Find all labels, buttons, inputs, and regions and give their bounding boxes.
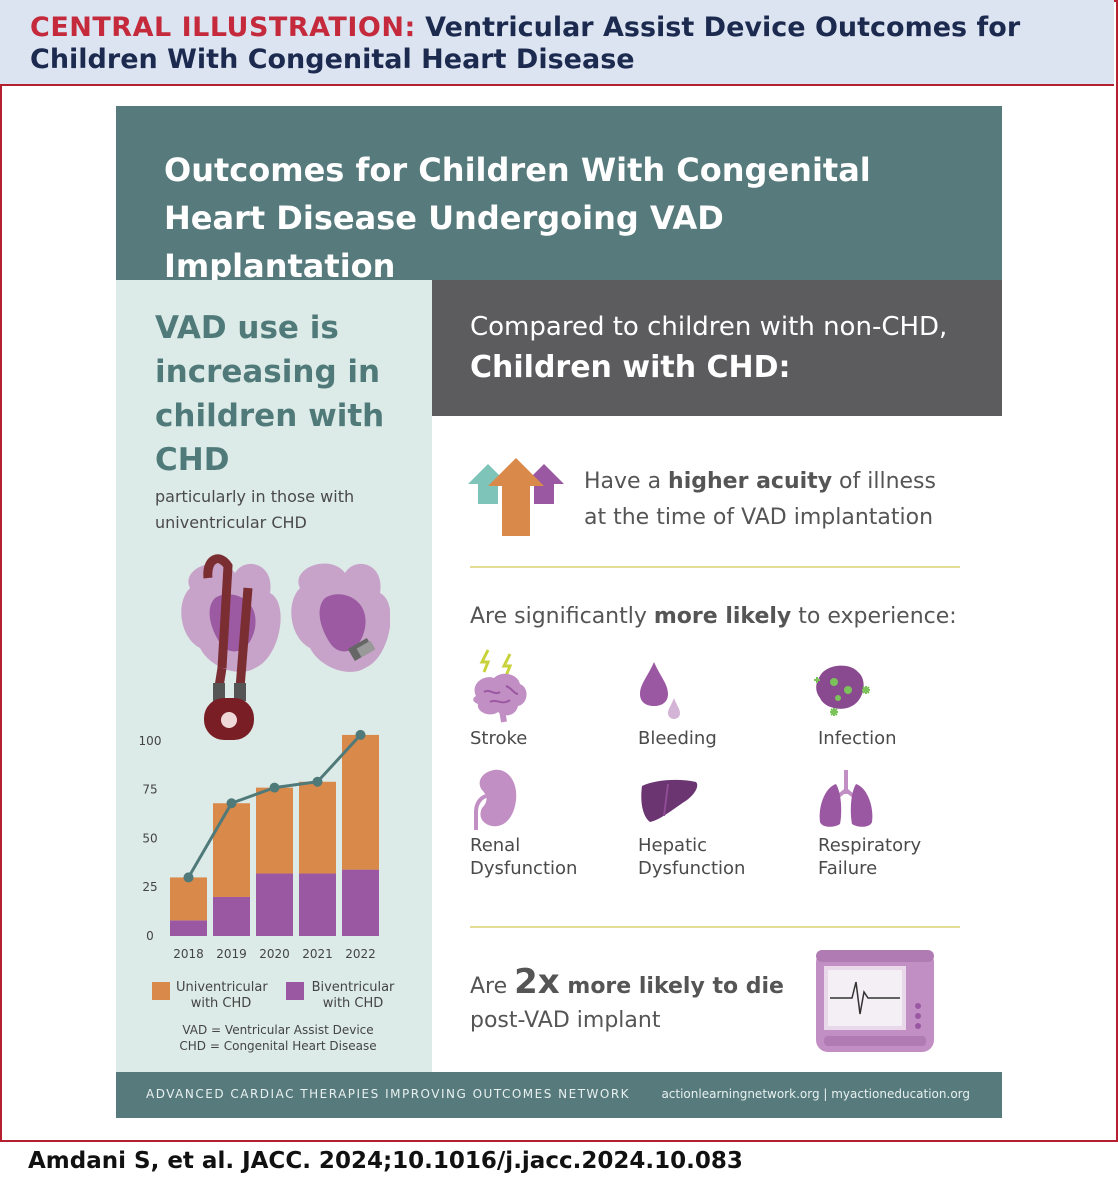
citation: Amdani S, et al. JACC. 2024;10.1016/j.ja… xyxy=(28,1148,743,1174)
bar-univentricular xyxy=(170,877,207,921)
mortality-subtext: post-VAD implant xyxy=(470,1008,661,1033)
banner-lead: CENTRAL ILLUSTRATION: xyxy=(30,12,416,43)
infographic-title: Outcomes for Children With Congenital He… xyxy=(164,151,871,285)
infographic-header: Outcomes for Children With Congenital He… xyxy=(116,106,1002,285)
total-point xyxy=(312,776,323,787)
banner-title: CENTRAL ILLUSTRATION: Ventricular Assist… xyxy=(30,12,1100,76)
acuity-text: Have a higher acuity of illness at the ti… xyxy=(584,469,936,530)
mortality-text: Are 2x more likely to die xyxy=(470,962,784,1002)
condition-renal: Renal Dysfunction xyxy=(470,835,578,879)
blood-drop-icon xyxy=(640,662,680,719)
likely-text: Are significantly more likely to experie… xyxy=(470,604,957,629)
y-tick-label: 50 xyxy=(142,831,157,845)
y-tick-label: 25 xyxy=(142,880,157,894)
bar-biventricular xyxy=(342,869,379,936)
kidney-icon xyxy=(474,769,517,830)
infection-icon xyxy=(814,665,870,716)
total-point xyxy=(269,782,280,793)
bar-biventricular xyxy=(256,873,293,936)
bar-univentricular xyxy=(256,787,293,874)
liver-icon xyxy=(641,779,698,822)
abbreviations: VAD = Ventricular Assist Device CHD = Con… xyxy=(179,1023,377,1053)
left-heading: VAD use is increasing in children with C… xyxy=(155,310,385,478)
condition-bleeding: Bleeding xyxy=(638,728,717,749)
condition-respiratory: Respiratory Failure xyxy=(818,835,922,879)
y-tick-label: 100 xyxy=(140,734,161,748)
bar-univentricular xyxy=(213,803,250,897)
total-point xyxy=(226,798,237,809)
website-links[interactable]: actionlearningnetwork.org | myactioneduc… xyxy=(661,1087,970,1101)
network-name: ADVANCED CARDIAC THERAPIES IMPROVING OUT… xyxy=(146,1087,631,1101)
y-tick-label: 75 xyxy=(142,783,157,797)
comparison-bold: Children with CHD: xyxy=(470,350,791,385)
heart-illustrations xyxy=(181,554,390,740)
divider-1 xyxy=(470,566,960,568)
x-tick-label: 2018 xyxy=(173,947,204,961)
divider-2 xyxy=(470,926,960,928)
heart-biventricular-icon xyxy=(291,563,390,672)
brain-icon xyxy=(473,649,527,723)
legend-swatch-univentricular xyxy=(152,982,170,1000)
footer-bar: ADVANCED CARDIAC THERAPIES IMPROVING OUT… xyxy=(116,1072,1002,1118)
legend-label-biventricular: Biventricular with CHD xyxy=(311,980,395,1011)
bar-biventricular xyxy=(170,920,207,936)
condition-hepatic: Hepatic Dysfunction xyxy=(638,835,746,879)
bar-univentricular xyxy=(299,781,336,874)
total-point xyxy=(355,729,366,740)
x-tick-label: 2022 xyxy=(345,947,376,961)
condition-stroke: Stroke xyxy=(470,728,528,749)
condition-infection: Infection xyxy=(818,728,897,749)
monitor-icon xyxy=(816,950,934,1052)
up-arrows-icon xyxy=(468,458,564,536)
comparison-banner: Compared to children with non-CHD, Child… xyxy=(432,280,1002,416)
left-subheading: particularly in those with univentricula… xyxy=(155,487,355,532)
bar-biventricular xyxy=(213,896,250,936)
x-tick-label: 2021 xyxy=(302,947,333,961)
x-tick-label: 2020 xyxy=(259,947,290,961)
banner-title-text: Ventricular Assist Device Outcomes for C… xyxy=(30,12,1021,75)
left-column: VAD use is increasing in children with C… xyxy=(116,280,432,1072)
lungs-icon xyxy=(819,770,873,827)
legend-swatch-biventricular xyxy=(286,982,304,1000)
legend-label-univentricular: Univentricular with CHD xyxy=(176,980,268,1011)
total-point xyxy=(183,872,194,883)
bar-biventricular xyxy=(299,873,336,936)
bar-univentricular xyxy=(342,734,379,870)
banner: CENTRAL ILLUSTRATION: Ventricular Assist… xyxy=(0,0,1114,86)
vad-use-chart: 0 25 50 75 100 2018 2019 2020 2021 2022 xyxy=(140,729,379,961)
comparison-text: Compared to children with non-CHD, xyxy=(470,312,948,342)
x-tick-label: 2019 xyxy=(216,947,247,961)
y-tick-label: 0 xyxy=(146,929,154,943)
heart-univentricular-icon xyxy=(181,554,281,740)
